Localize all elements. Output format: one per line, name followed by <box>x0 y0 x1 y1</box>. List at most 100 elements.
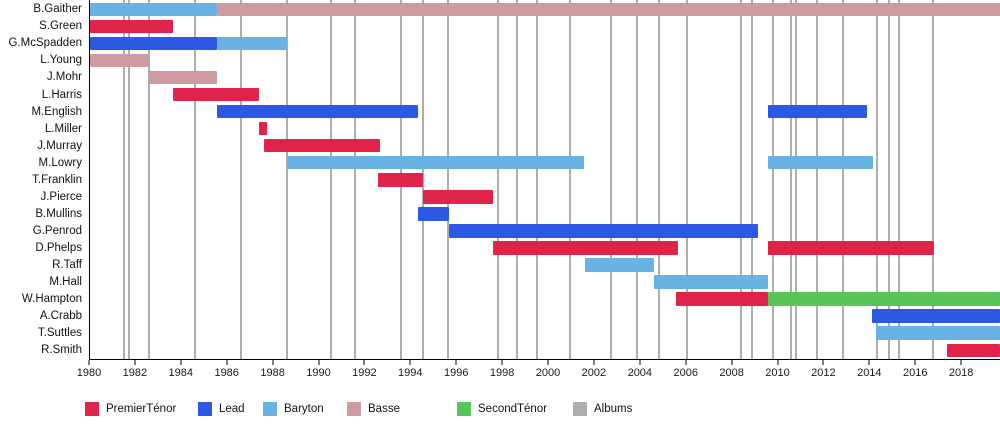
album-release-line <box>285 0 288 359</box>
x-tick-mark <box>88 360 90 365</box>
tenure-bar <box>216 36 288 51</box>
row-label: T.Suttles <box>37 327 82 340</box>
x-axis: 1980 1982 1984 1986 1988 1990 1992 1994 1996 1998… <box>77 360 999 390</box>
x-tick-label: 1984 <box>168 367 194 379</box>
x-tick-mark <box>318 360 319 365</box>
x-tick-label: 1986 <box>214 367 239 379</box>
album-release-line <box>515 0 518 359</box>
album-release-line <box>740 0 743 359</box>
x-tick-label: 2006 <box>673 367 698 379</box>
tenure-bar <box>654 275 769 289</box>
album-release-line <box>123 0 126 359</box>
legend-item: Albums <box>573 401 632 417</box>
row-label: M.English <box>31 105 83 118</box>
x-tick-label: 1992 <box>352 367 377 379</box>
x-tick-mark <box>639 360 641 365</box>
x-tick-label: 2004 <box>627 367 653 379</box>
tenure-bar <box>585 258 655 272</box>
tenure-bar <box>378 173 423 187</box>
tenure-bar <box>258 121 268 136</box>
x-tick-label: 1990 <box>306 367 331 379</box>
x-tick-mark <box>868 360 870 365</box>
row-label: J.Mohr <box>46 71 82 84</box>
album-release-line <box>127 0 130 359</box>
x-tick-mark <box>363 360 365 365</box>
row-label: D.Phelps <box>35 241 82 254</box>
row-label: G.Penrod <box>32 224 82 237</box>
album-release-line <box>239 0 242 359</box>
row-label: S.Green <box>39 20 82 33</box>
legend-swatch-6 <box>573 402 587 416</box>
x-tick-label: 1988 <box>260 367 285 379</box>
row-label: A.Crabb <box>39 310 82 323</box>
legend-swatch-3 <box>263 402 277 416</box>
album-release-line <box>194 0 197 359</box>
legend-swatch-5 <box>457 402 471 416</box>
x-tick-mark <box>134 360 136 365</box>
tenure-bar <box>149 70 218 85</box>
legend-swatch-2 <box>198 402 212 416</box>
x-tick-mark <box>226 360 228 365</box>
x-tick-label: 2000 <box>535 367 561 379</box>
tenure-bar <box>263 138 380 153</box>
legend-label: SecondTénor <box>478 403 548 415</box>
x-tick-mark <box>685 360 687 365</box>
row-label: W.Hampton <box>21 293 82 306</box>
x-tick-mark <box>731 360 733 365</box>
x-tick-mark <box>272 360 274 365</box>
x-tick-label: 2002 <box>581 367 607 379</box>
row-label: R.Taff <box>52 259 82 271</box>
album-release-line <box>772 0 775 359</box>
x-tick-mark <box>914 360 916 365</box>
x-tick-label: 1994 <box>398 367 423 379</box>
tenure-bar <box>449 224 758 238</box>
y-axis-labels: B.Gaither S.Green G.McSpadden L.Young J.Mohr… <box>0 0 84 359</box>
album-release-line <box>750 0 753 359</box>
tenure-bar <box>493 241 678 255</box>
album-release-line <box>422 0 425 359</box>
legend-item: Baryton <box>263 401 324 417</box>
row-label: L.Young <box>40 54 82 67</box>
row-label: T.Franklin <box>32 173 82 186</box>
tenure-bar <box>871 309 1000 323</box>
row-label: L.Harris <box>41 88 82 101</box>
row-label: M.Hall <box>49 276 82 289</box>
album-release-line <box>330 0 333 359</box>
tenure-bar <box>216 2 1000 16</box>
tenure-bar <box>675 292 769 306</box>
album-release-line <box>353 0 356 359</box>
album-release-line <box>790 0 793 359</box>
tenure-bar <box>417 207 450 221</box>
row-label: L.Miller <box>44 122 82 135</box>
row-label: J.Pierce <box>40 190 82 203</box>
x-tick-mark <box>547 360 549 365</box>
x-tick-label: 1980 <box>76 367 102 379</box>
tenure-bar <box>768 155 873 170</box>
tenure-bar <box>216 104 418 119</box>
legend-label: PremierTénor <box>106 403 177 415</box>
legend-item: Basse <box>347 401 400 417</box>
x-tick-mark <box>409 360 411 365</box>
x-tick-mark <box>501 360 503 365</box>
legend-label: Baryton <box>284 403 324 415</box>
legend: PremierTénor Lead Baryton Basse SecondTénor A… <box>0 401 1000 421</box>
x-tick-mark <box>960 360 962 365</box>
album-release-line <box>535 0 538 359</box>
album-release-line <box>875 0 878 359</box>
tenure-bar <box>768 292 1000 306</box>
album-release-line <box>496 0 499 359</box>
album-release-line <box>898 0 901 359</box>
tenure-bar <box>90 19 173 34</box>
tenure-bar <box>90 53 148 68</box>
row-label: B.Mullins <box>35 207 82 220</box>
album-release-line <box>794 0 797 359</box>
album-release-line <box>447 0 450 359</box>
x-tick-label: 2016 <box>902 367 928 379</box>
row-label: B.Gaither <box>33 3 82 16</box>
tenure-bar <box>423 190 494 204</box>
tenure-bar <box>90 2 217 16</box>
x-tick-label: 1982 <box>122 367 148 379</box>
row-label: M.Lowry <box>38 156 82 169</box>
tenure-bar <box>768 241 935 255</box>
legend-swatch-4 <box>347 402 361 416</box>
